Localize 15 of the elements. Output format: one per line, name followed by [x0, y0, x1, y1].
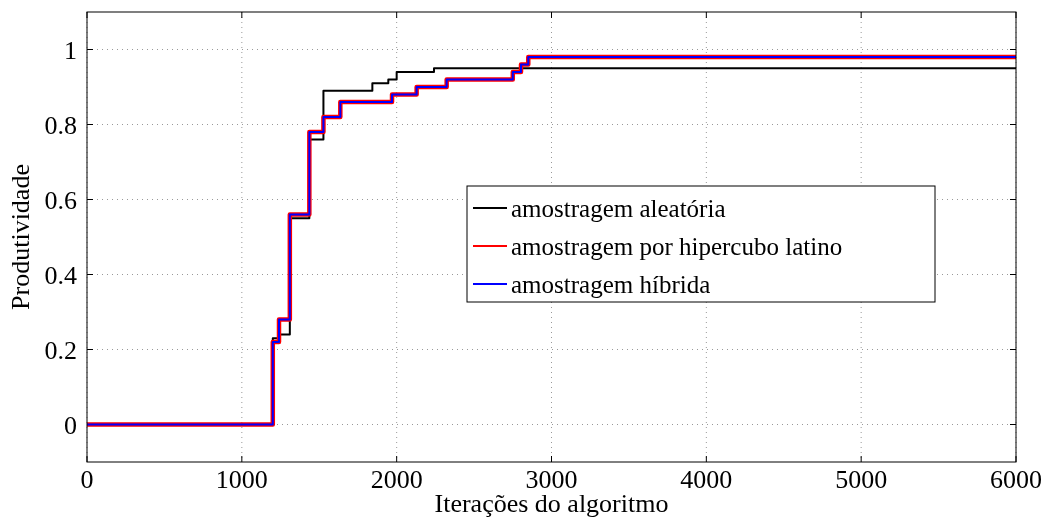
legend-label: amostragem aleatória — [511, 194, 726, 222]
x-tick-label: 1000 — [215, 465, 268, 494]
x-tick-label: 4000 — [680, 465, 733, 494]
y-tick-label: 0.8 — [44, 110, 77, 140]
y-axis-title: Produtividade — [6, 164, 35, 310]
y-tick-label: 1 — [64, 35, 77, 65]
y-tick-label: 0.4 — [44, 260, 77, 290]
legend-label: amostragem híbrida — [511, 270, 711, 298]
y-tick-label: 0.6 — [44, 185, 77, 215]
x-tick-label: 2000 — [370, 465, 423, 494]
y-tick-label: 0 — [64, 410, 77, 440]
y-tick-label: 0.2 — [44, 335, 77, 365]
x-tick-label: 6000 — [990, 465, 1042, 494]
legend-label: amostragem por hipercubo latino — [511, 232, 843, 260]
x-tick-label: 5000 — [835, 465, 888, 494]
